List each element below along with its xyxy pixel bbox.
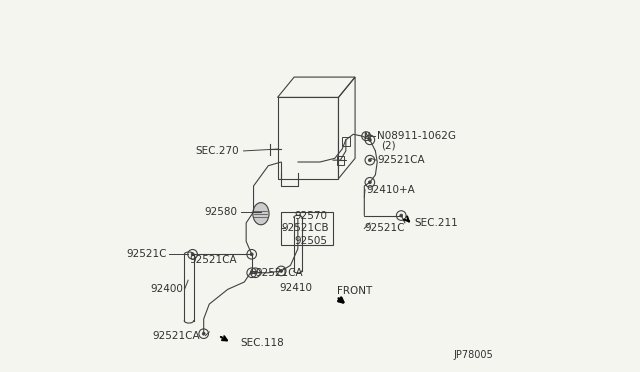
Text: 92521C: 92521C xyxy=(126,249,167,259)
Text: 92400: 92400 xyxy=(150,284,184,294)
Circle shape xyxy=(202,332,205,335)
Text: 92580: 92580 xyxy=(204,207,237,217)
Text: 92521CA: 92521CA xyxy=(377,155,425,165)
Text: (2): (2) xyxy=(381,140,396,150)
Circle shape xyxy=(369,159,371,161)
Text: 92570: 92570 xyxy=(294,211,327,221)
Text: 92521CA: 92521CA xyxy=(255,268,303,278)
Ellipse shape xyxy=(253,203,269,225)
Circle shape xyxy=(191,253,194,256)
Circle shape xyxy=(250,253,253,256)
Text: 92410+A: 92410+A xyxy=(366,185,415,195)
Text: 92521CA: 92521CA xyxy=(152,331,200,340)
Bar xyxy=(342,137,349,146)
Text: FRONT: FRONT xyxy=(337,286,372,296)
Circle shape xyxy=(250,271,253,274)
Circle shape xyxy=(400,214,403,217)
Circle shape xyxy=(280,269,283,272)
Circle shape xyxy=(254,271,257,274)
Bar xyxy=(337,156,344,164)
Circle shape xyxy=(369,181,371,184)
Text: N: N xyxy=(363,132,369,141)
Text: N08911-1062G: N08911-1062G xyxy=(377,131,456,141)
Text: 92521CB: 92521CB xyxy=(281,224,329,234)
Text: SEC.211: SEC.211 xyxy=(414,218,458,228)
Text: 92521CA: 92521CA xyxy=(189,255,237,265)
Text: SEC.118: SEC.118 xyxy=(241,338,284,348)
Text: SEC.270: SEC.270 xyxy=(195,146,239,156)
Text: 92521C: 92521C xyxy=(364,224,405,234)
Text: 92410: 92410 xyxy=(280,283,312,292)
Text: 92505: 92505 xyxy=(294,236,327,246)
Text: JP78005: JP78005 xyxy=(454,350,493,359)
Circle shape xyxy=(369,138,371,141)
